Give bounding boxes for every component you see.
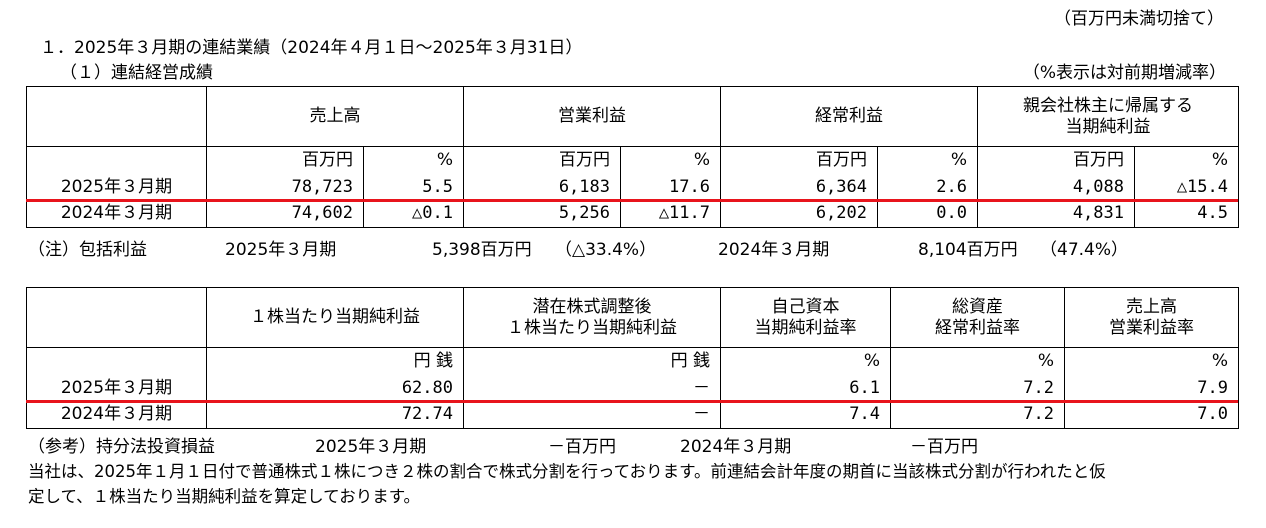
sub-heading: （１）連結経営成績	[60, 63, 213, 83]
table-cell: －	[463, 401, 721, 429]
red-underline	[26, 400, 1238, 403]
table-cell: 百万円 6,364	[720, 146, 878, 201]
table-cell: 百万円 4,088	[977, 146, 1135, 201]
table-cell: 5,256	[463, 200, 621, 228]
header-eps: １株当たり当期純利益	[206, 287, 464, 348]
table-cell: % 5.5	[363, 146, 464, 201]
table-cell: 7.4	[720, 401, 891, 429]
unit-label: %	[1037, 350, 1054, 371]
row-label: 2025年３月期	[26, 347, 207, 402]
table-cell: % 7.9	[1064, 347, 1239, 402]
header-net-income-line1: 親会社株主に帰属する	[1023, 95, 1193, 116]
table-cell: 円 銭 62.80	[206, 347, 464, 402]
note-equity-method-label: （参考）持分法投資損益	[28, 437, 215, 457]
unit-label: %	[693, 149, 710, 170]
table-cell: 0.0	[877, 200, 978, 228]
unit-label: %	[436, 149, 453, 170]
table-cell: △11.7	[620, 200, 721, 228]
note-value-2: 8,104百万円	[918, 240, 1018, 260]
header-blank	[26, 86, 207, 147]
unit-label: %	[1211, 149, 1228, 170]
unit-label: 百万円	[816, 149, 867, 170]
unit-note: （百万円未満切捨て）	[1054, 9, 1224, 29]
row-label: 2025年３月期	[26, 146, 207, 201]
note-change-2: （47.4%）	[1040, 240, 1129, 260]
header-operating-margin: 売上高 営業利益率	[1064, 287, 1239, 348]
table-cell: 7.0	[1064, 401, 1239, 429]
note2-period-1: 2025年３月期	[315, 437, 427, 457]
note-period-1: 2025年３月期	[225, 240, 337, 260]
table-cell: % 7.2	[890, 347, 1065, 402]
table-cell: 72.74	[206, 401, 464, 429]
table-cell: 7.2	[890, 401, 1065, 429]
footnote-line-2: 定して、１株当たり当期純利益を算定しております。	[28, 487, 421, 506]
note2-value-1: －百万円	[548, 437, 616, 457]
consolidated-results-table: 売上高 営業利益 経常利益 親会社株主に帰属する 当期純利益 2025年３月期 …	[26, 86, 1239, 228]
table-cell: 円 銭－	[463, 347, 721, 402]
table-cell: % 17.6	[620, 146, 721, 201]
header-roa: 総資産 経常利益率	[890, 287, 1065, 348]
header-diluted-eps: 潜在株式調整後 １株当たり当期純利益	[463, 287, 721, 348]
unit-label: %	[863, 350, 880, 371]
header-sales: 売上高	[206, 86, 464, 147]
section-heading: １．2025年３月期の連結業績（2024年４月１日～2025年３月31日）	[40, 38, 583, 58]
row-label: 2024年３月期	[26, 401, 207, 429]
unit-label: 百万円	[559, 149, 610, 170]
unit-label: 百万円	[1073, 149, 1124, 170]
note2-value-2: －百万円	[910, 437, 978, 457]
table-cell: 74,602	[206, 200, 364, 228]
header-net-income-line2: 当期純利益	[1065, 116, 1151, 137]
unit-label: %	[1211, 350, 1228, 371]
header-net-income: 親会社株主に帰属する 当期純利益	[977, 86, 1239, 147]
header-blank	[26, 287, 207, 348]
unit-label: 百万円	[302, 149, 353, 170]
table-cell: 百万円 6,183	[463, 146, 621, 201]
note-comprehensive-income-label: （注）包括利益	[28, 240, 147, 260]
table-cell: % △15.4	[1134, 146, 1239, 201]
table-cell: % 2.6	[877, 146, 978, 201]
note-period-2: 2024年３月期	[718, 240, 830, 260]
note2-period-2: 2024年３月期	[680, 437, 792, 457]
red-underline	[26, 199, 1238, 202]
header-roe: 自己資本 当期純利益率	[720, 287, 891, 348]
header-ordinary-income: 経常利益	[720, 86, 978, 147]
footnote-line-1: 当社は、2025年１月１日付で普通株式１株につき２株の割合で株式分割を行っており…	[28, 462, 1106, 481]
table-cell: 百万円 78,723	[206, 146, 364, 201]
note-change-1: （△33.4%）	[555, 240, 657, 260]
table-cell: % 6.1	[720, 347, 891, 402]
unit-label: 円 銭	[670, 350, 710, 371]
note-value-1: 5,398百万円	[432, 240, 532, 260]
header-operating-income: 営業利益	[463, 86, 721, 147]
table-cell: △0.1	[363, 200, 464, 228]
table-cell: 6,202	[720, 200, 878, 228]
per-share-ratio-table: １株当たり当期純利益 潜在株式調整後 １株当たり当期純利益 自己資本 当期純利益率 …	[26, 287, 1239, 429]
table-cell: 4.5	[1134, 200, 1239, 228]
unit-label: %	[950, 149, 967, 170]
table-cell: 4,831	[977, 200, 1135, 228]
unit-label: 円 銭	[413, 350, 453, 371]
row-label: 2024年３月期	[26, 200, 207, 228]
pct-note: （%表示は対前期増減率）	[1022, 63, 1226, 83]
